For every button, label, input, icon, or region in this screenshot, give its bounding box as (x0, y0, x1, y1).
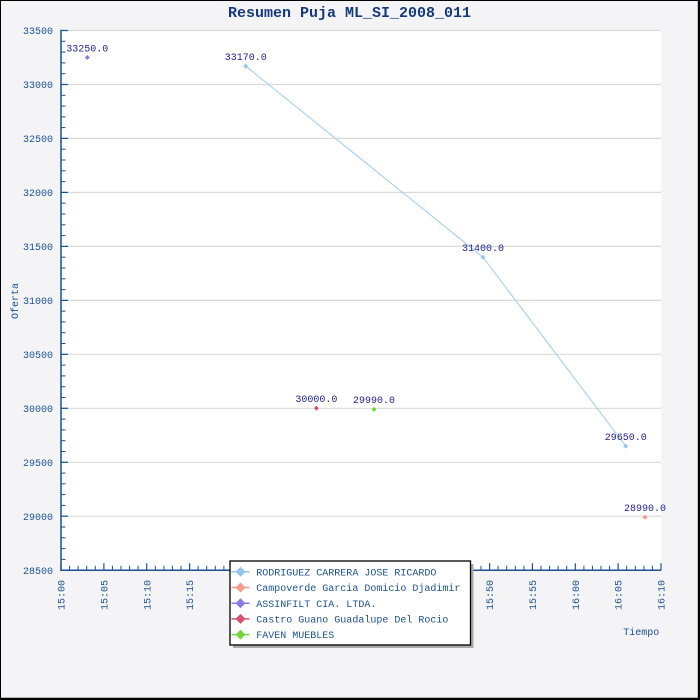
svg-text:15:55: 15:55 (529, 580, 540, 610)
svg-text:FAVEN MUEBLES: FAVEN MUEBLES (256, 631, 334, 642)
svg-text:16:00: 16:00 (572, 580, 583, 610)
svg-text:30000: 30000 (23, 405, 53, 416)
svg-text:15:15: 15:15 (186, 580, 197, 610)
svg-text:31000: 31000 (23, 297, 53, 308)
svg-text:15:50: 15:50 (486, 580, 497, 610)
svg-text:29000: 29000 (23, 513, 53, 524)
svg-text:28500: 28500 (23, 567, 53, 578)
svg-text:ASSINFILT CIA. LTDA.: ASSINFILT CIA. LTDA. (256, 600, 376, 611)
svg-text:33170.0: 33170.0 (225, 53, 267, 64)
svg-text:28990.0: 28990.0 (624, 504, 666, 515)
svg-text:15:00: 15:00 (58, 580, 69, 610)
svg-text:31400.0: 31400.0 (462, 244, 504, 255)
svg-text:31500: 31500 (23, 243, 53, 254)
svg-text:32000: 32000 (23, 189, 53, 200)
svg-text:Resumen Puja ML_SI_2008_011: Resumen Puja ML_SI_2008_011 (228, 5, 471, 22)
svg-text:Campoverde Garcia Domicio Djad: Campoverde Garcia Domicio Djadimir (256, 583, 460, 595)
svg-text:Castro Guano Guadalupe Del Roc: Castro Guano Guadalupe Del Rocio (256, 615, 448, 627)
svg-text:33250.0: 33250.0 (66, 44, 108, 55)
svg-text:15:05: 15:05 (101, 580, 112, 610)
svg-text:30000.0: 30000.0 (295, 395, 337, 406)
svg-text:RODRIGUEZ CARRERA JOSE RICARDO: RODRIGUEZ CARRERA JOSE RICARDO (256, 568, 436, 579)
svg-text:32500: 32500 (23, 135, 53, 146)
svg-text:33000: 33000 (23, 81, 53, 92)
svg-text:29650.0: 29650.0 (605, 433, 647, 444)
svg-text:16:10: 16:10 (658, 580, 669, 610)
svg-text:29990.0: 29990.0 (353, 396, 395, 407)
svg-text:Tiempo: Tiempo (623, 627, 659, 639)
svg-text:15:10: 15:10 (143, 580, 154, 610)
svg-text:Oferta: Oferta (10, 283, 22, 319)
svg-text:33500: 33500 (23, 27, 53, 38)
svg-text:30500: 30500 (23, 351, 53, 362)
svg-text:29500: 29500 (23, 459, 53, 470)
svg-text:16:05: 16:05 (615, 580, 626, 610)
